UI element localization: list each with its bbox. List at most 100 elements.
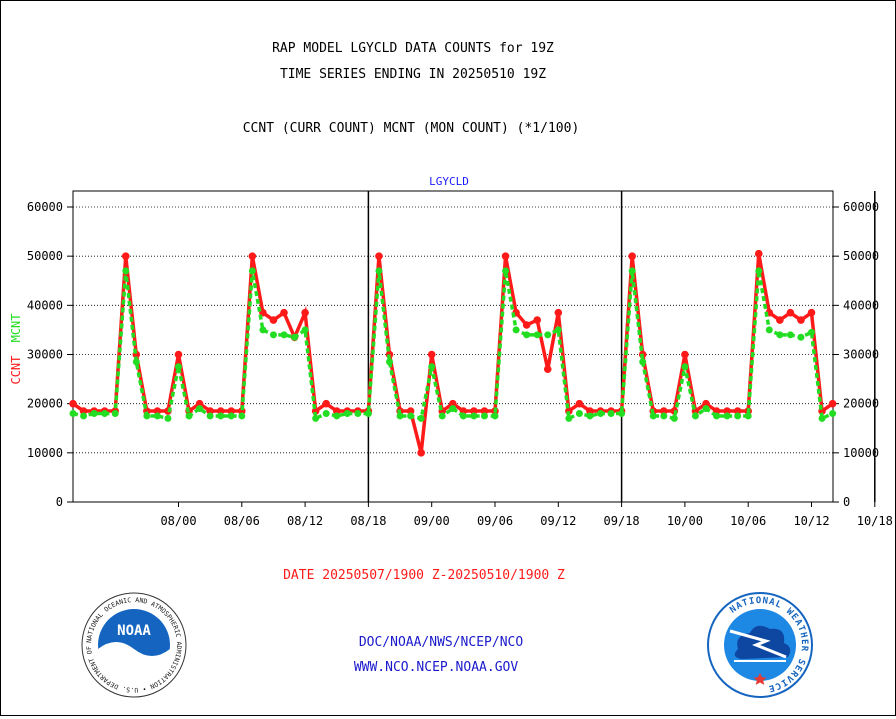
data-point-mcnt (670, 414, 678, 422)
data-point-ccnt (227, 407, 236, 415)
data-point-mcnt (143, 412, 151, 420)
data-point-mcnt (417, 414, 425, 422)
x-tick-label: 08/12 (287, 514, 323, 528)
data-point-mcnt (217, 412, 225, 420)
data-point-mcnt (343, 410, 351, 417)
data-point-mcnt (69, 410, 77, 417)
data-point-mcnt (175, 363, 182, 371)
data-point-mcnt (797, 333, 805, 341)
data-point-ccnt (586, 407, 594, 415)
data-point-mcnt (238, 412, 246, 420)
data-point-mcnt (491, 412, 499, 420)
link-nco-website[interactable]: WWW.NCO.NCEP.NOAA.GOV (354, 660, 519, 675)
data-point-mcnt (618, 410, 626, 417)
data-point-mcnt (533, 331, 541, 339)
data-point-mcnt (101, 410, 109, 417)
data-point-ccnt (702, 399, 710, 408)
y-tick-label-right: 10000 (843, 446, 879, 460)
data-point-mcnt (407, 412, 415, 420)
data-point-mcnt (322, 410, 330, 417)
x-tick-label: 09/12 (540, 514, 576, 528)
data-point-mcnt (428, 363, 436, 371)
series-line-ccnt (71, 253, 834, 454)
x-tick-label: 09/18 (604, 514, 640, 528)
data-point-mcnt (291, 333, 299, 341)
svg-text:CCNT MCNT: CCNT MCNT (9, 313, 23, 384)
data-point-mcnt (808, 328, 815, 336)
data-point-ccnt (480, 407, 489, 415)
data-point-ccnt (575, 399, 584, 408)
data-point-mcnt (818, 414, 826, 422)
data-point-ccnt (776, 316, 784, 324)
y-axis-label: CCNT MCNT (9, 313, 23, 384)
data-point-mcnt (565, 414, 573, 422)
data-point-mcnt (364, 410, 372, 417)
data-point-ccnt (216, 407, 225, 415)
data-point-mcnt (628, 267, 636, 275)
data-point-ccnt (533, 316, 541, 324)
y-tick-label-left: 50000 (27, 249, 63, 263)
data-point-mcnt (90, 410, 98, 417)
data-point-mcnt (333, 412, 341, 420)
data-point-mcnt (259, 326, 267, 334)
data-point-ccnt (797, 316, 805, 324)
data-point-ccnt (332, 407, 341, 415)
data-point-mcnt (122, 267, 130, 275)
data-point-mcnt (459, 412, 467, 420)
data-point-mcnt (132, 358, 140, 366)
data-point-mcnt (312, 414, 320, 422)
x-tick-label: 10/00 (667, 514, 703, 528)
data-point-ccnt (417, 449, 425, 457)
data-point-mcnt (227, 412, 235, 420)
y-tick-label-left: 20000 (27, 397, 63, 411)
data-point-ccnt (522, 321, 531, 329)
data-point-ccnt (786, 308, 795, 317)
y-tick-label-left: 30000 (27, 348, 63, 362)
data-point-mcnt (470, 412, 478, 420)
y-tick-label-left: 40000 (27, 298, 63, 312)
y-tick-label-right: 30000 (843, 348, 879, 362)
data-point-mcnt (111, 410, 119, 417)
data-point-mcnt (586, 412, 594, 420)
data-point-mcnt (80, 412, 88, 420)
data-point-mcnt (829, 410, 837, 417)
series-layer (69, 249, 837, 457)
data-point-mcnt (480, 412, 488, 420)
data-point-mcnt (153, 412, 161, 420)
data-point-ccnt (543, 365, 552, 374)
data-point-mcnt (164, 414, 172, 422)
data-point-mcnt (734, 412, 742, 420)
data-point-mcnt (713, 412, 721, 420)
data-point-mcnt (639, 358, 647, 366)
data-point-mcnt (248, 267, 256, 275)
y-tick-label-left: 10000 (27, 446, 63, 460)
data-point-ccnt (301, 308, 309, 317)
data-point-ccnt (501, 252, 510, 260)
y-tick-label-right: 60000 (843, 200, 879, 214)
data-point-mcnt (196, 405, 204, 413)
data-point-mcnt (660, 412, 668, 420)
y-tick-label-right: 40000 (843, 298, 879, 312)
data-point-mcnt (744, 412, 752, 420)
data-point-mcnt (544, 331, 552, 339)
data-point-mcnt (386, 358, 393, 366)
data-point-mcnt (597, 410, 604, 417)
title-line-1: RAP MODEL LGYCLD DATA COUNTS for 19Z (272, 41, 554, 56)
data-point-mcnt (185, 412, 193, 420)
data-point-ccnt (322, 399, 331, 408)
nws-logo: NATIONAL WEATHER SERVICE (707, 592, 813, 698)
link-doc-noaa[interactable]: DOC/NOAA/NWS/NCEP/NCO (359, 635, 524, 650)
data-point-mcnt (354, 410, 362, 417)
axis-layer (67, 190, 876, 507)
data-point-mcnt (375, 267, 383, 275)
panel-title: LGYCLD (429, 175, 469, 188)
data-point-mcnt (449, 405, 457, 413)
data-point-ccnt (280, 308, 288, 317)
x-tick-label: 10/18 (857, 514, 893, 528)
data-point-mcnt (269, 331, 277, 339)
data-point-mcnt (438, 412, 446, 420)
x-tick-label: 09/06 (477, 514, 513, 528)
data-point-ccnt (248, 252, 257, 260)
x-tick-label: 09/00 (414, 514, 450, 528)
